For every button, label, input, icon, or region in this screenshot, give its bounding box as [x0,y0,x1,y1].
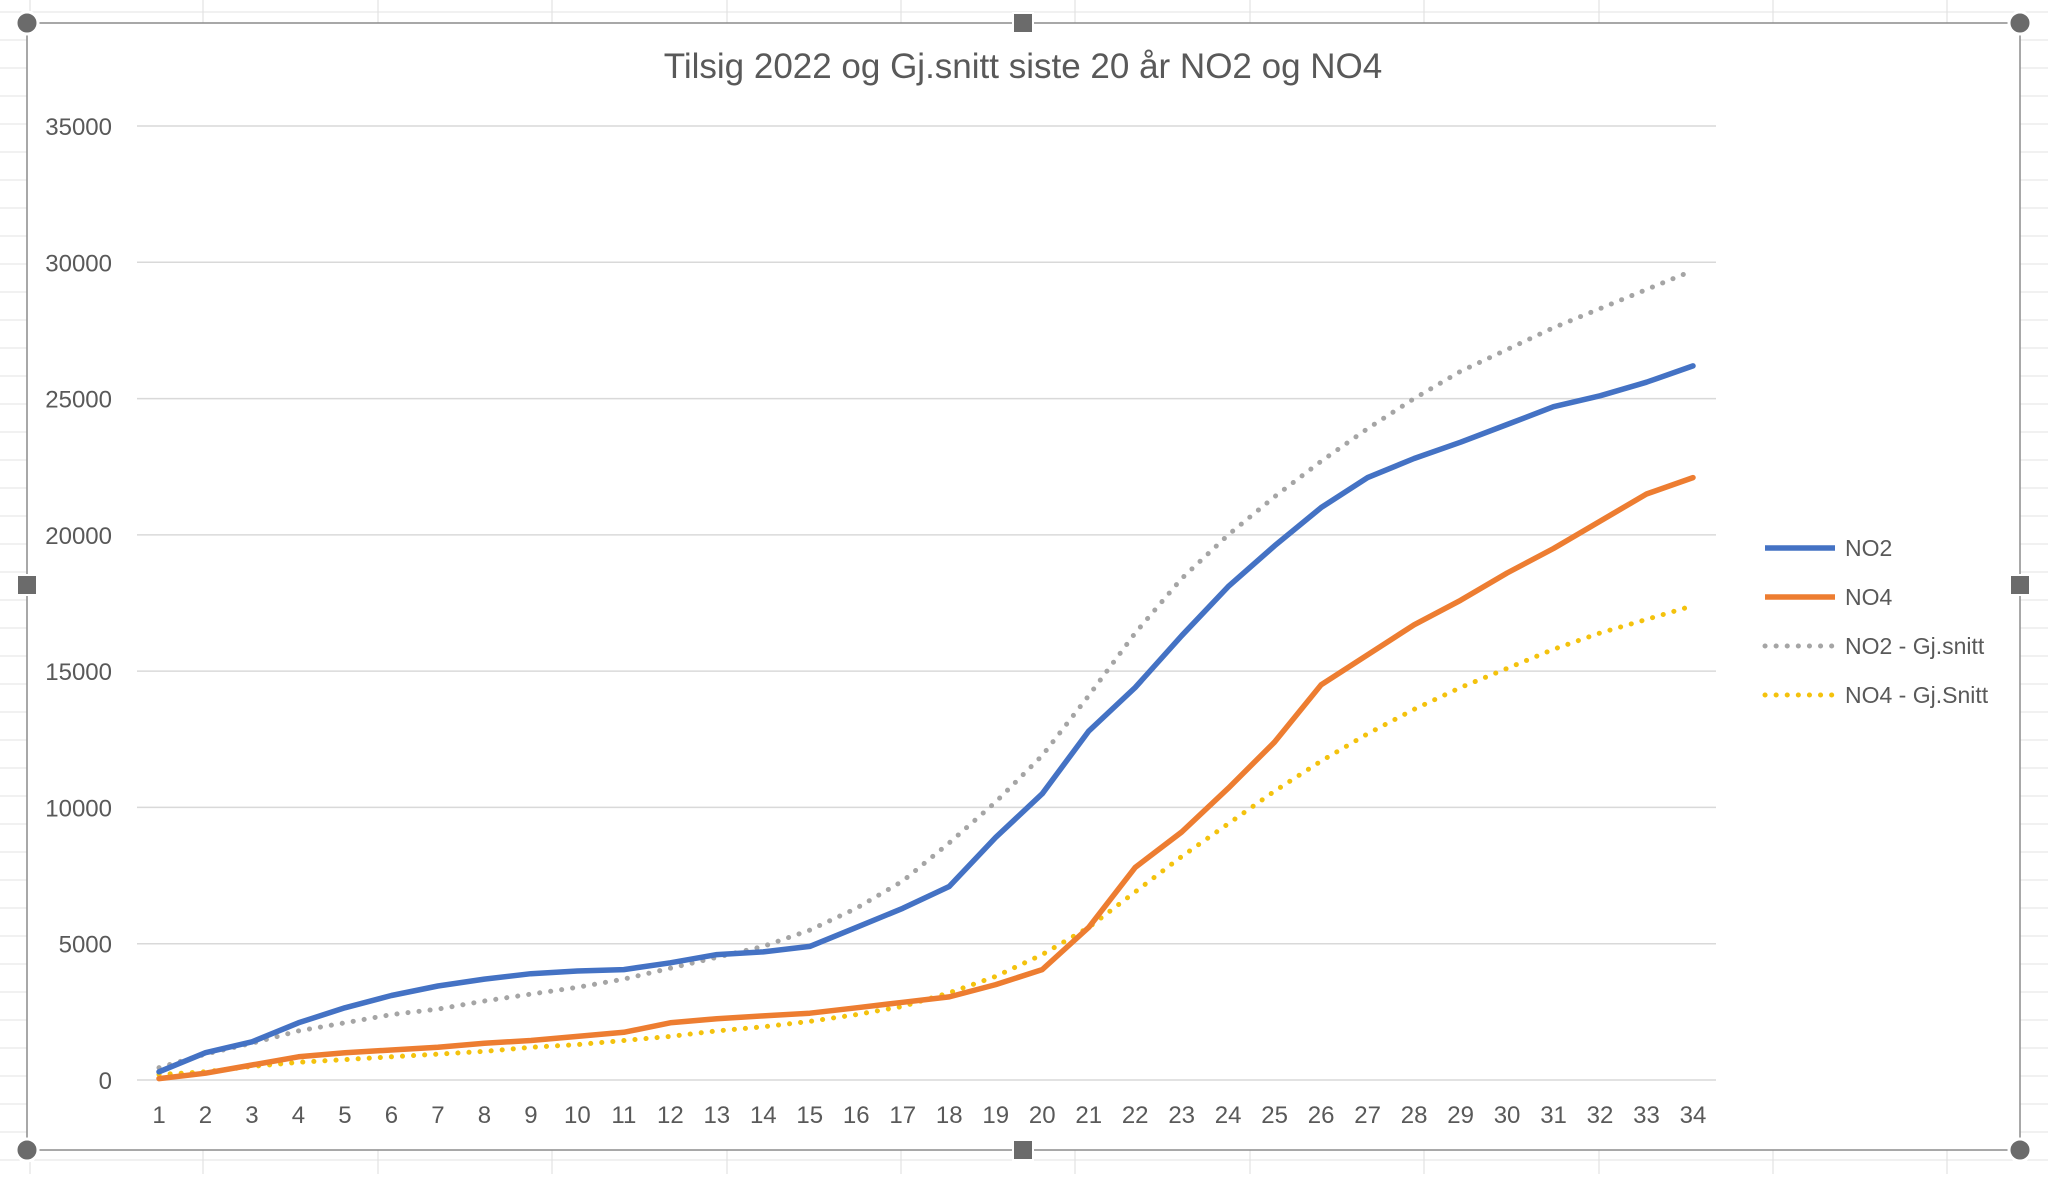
chart-frame[interactable] [26,22,2021,1151]
legend[interactable]: NO2 NO4 NO2 - Gj.snitt NO4 - Gj.Snitt [1762,535,1989,708]
x-tick-label: 23 [1168,1102,1195,1129]
y-tick-label: 25000 [45,387,112,414]
legend-entry[interactable]: NO4 - Gj.Snitt [1762,682,1989,708]
x-axis-tick-labels: 1 2 3 4 5 6 7 8 9 10 11 12 13 14 15 16 17 18 19 20 21 22 23 24 2… [152,1102,1706,1129]
legend-entry[interactable]: NO2 [1765,535,1892,561]
y-tick-label: 30000 [45,250,112,277]
side-resize-handle[interactable] [1012,12,1034,34]
gridlines [137,125,1716,945]
x-tick-label: 3 [245,1102,258,1129]
x-tick-label: 13 [703,1102,730,1129]
x-tick-label: 8 [478,1102,491,1129]
x-tick-label: 6 [385,1102,398,1129]
y-axis-tick-labels: 0 5000 10000 15000 20000 25000 30000 35000 [45,114,112,1095]
y-tick-label: 5000 [59,932,112,959]
x-tick-label: 26 [1308,1102,1335,1129]
x-tick-label: 12 [657,1102,684,1129]
x-tick-label: 7 [431,1102,444,1129]
x-tick-label: 34 [1680,1102,1707,1129]
series-line-no4 [156,474,1696,1082]
x-tick-label: 2 [199,1102,212,1129]
series-lines [156,268,1696,1082]
x-tick-label: 33 [1633,1102,1660,1129]
x-tick-label: 25 [1261,1102,1288,1129]
x-tick-label: 32 [1587,1102,1614,1129]
legend-label: NO4 [1845,584,1893,610]
x-tick-label: 27 [1354,1102,1381,1129]
y-tick-label: 35000 [45,114,112,141]
corner-resize-handle[interactable] [2007,1137,2033,1163]
x-tick-label: 29 [1447,1102,1474,1129]
x-tick-label: 28 [1401,1102,1428,1129]
y-tick-label: 10000 [45,795,112,822]
x-tick-label: 15 [796,1102,823,1129]
series-line-no4-gj-snitt [156,603,1696,1077]
x-tick-label: 4 [292,1102,305,1129]
side-resize-handle[interactable] [2009,574,2031,596]
x-tick-label: 17 [889,1102,916,1129]
y-tick-label: 15000 [45,659,112,686]
x-tick-label: 10 [564,1102,591,1129]
corner-resize-handle[interactable] [14,1137,40,1163]
y-tick-label: 20000 [45,523,112,550]
chart-title: Tilsig 2022 og Gj.snitt siste 20 år NO2 … [664,47,1382,86]
side-resize-handle[interactable] [1012,1139,1034,1161]
x-tick-label: 21 [1075,1102,1102,1129]
x-tick-label: 19 [982,1102,1009,1129]
series-line-no2 [156,363,1696,1075]
legend-label: NO4 - Gj.Snitt [1845,682,1989,708]
x-tick-label: 5 [338,1102,351,1129]
x-tick-label: 20 [1029,1102,1056,1129]
x-tick-label: 14 [750,1102,777,1129]
legend-label: NO2 - Gj.snitt [1845,633,1985,659]
x-tick-label: 31 [1540,1102,1567,1129]
x-tick-label: 9 [524,1102,537,1129]
legend-label: NO2 [1845,535,1892,561]
resize-handles [14,10,2033,1163]
side-resize-handle[interactable] [16,574,38,596]
x-tick-label: 16 [843,1102,870,1129]
corner-resize-handle[interactable] [14,10,40,36]
x-tick-label: 1 [152,1102,165,1129]
y-tick-label: 0 [99,1068,112,1095]
series-line-no2-gj-snitt [156,268,1696,1071]
legend-entry[interactable]: NO2 - Gj.snitt [1762,633,1985,659]
x-tick-label: 22 [1122,1102,1149,1129]
x-tick-label: 11 [611,1102,636,1129]
x-tick-label: 30 [1494,1102,1521,1129]
corner-resize-handle[interactable] [2007,10,2033,36]
x-tick-label: 18 [936,1102,963,1129]
legend-entry[interactable]: NO4 [1765,584,1893,610]
x-tick-label: 24 [1215,1102,1242,1129]
